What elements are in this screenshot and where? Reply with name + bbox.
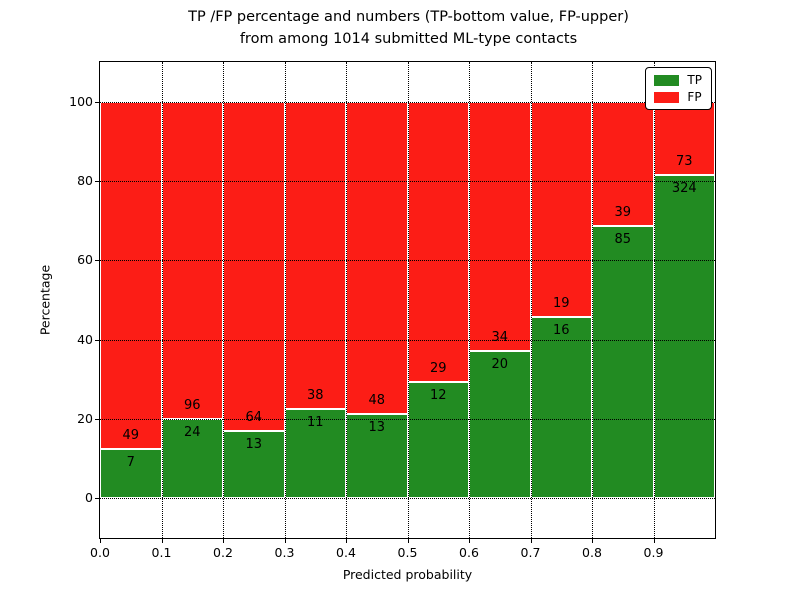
bar-label-fp: 38 <box>306 388 324 404</box>
bar-segment-tp <box>592 226 654 499</box>
gridline <box>223 62 224 538</box>
y-tick-label: 60 <box>77 252 93 268</box>
bar-label-tp: 11 <box>306 415 324 431</box>
bar-segment-tp <box>653 174 715 499</box>
bar-label-fp: 39 <box>614 205 632 221</box>
x-axis-label: Predicted probability <box>342 567 473 582</box>
x-tick-label: 0.5 <box>397 545 418 560</box>
gridline <box>100 101 715 103</box>
y-tick-label: 100 <box>69 93 93 109</box>
y-tick-mark <box>95 339 99 341</box>
gridline <box>100 260 715 262</box>
gridline <box>346 62 347 538</box>
bar-segment-fp <box>284 101 346 410</box>
bar-label-fp: 64 <box>245 410 263 426</box>
gridline <box>469 62 470 538</box>
bar-segment-fp <box>100 101 162 449</box>
bar-label-tp: 12 <box>429 388 447 404</box>
bar-label-tp: 7 <box>126 454 135 470</box>
gridline <box>592 62 593 538</box>
legend-label: FP <box>687 90 702 104</box>
bar-segment-fp <box>469 101 531 352</box>
gridline <box>100 498 715 500</box>
chart-title-line2: from among 1014 submitted ML-type contac… <box>239 30 578 47</box>
legend-swatch-tp <box>654 74 680 86</box>
bar-segment-tp <box>469 351 531 499</box>
bar-segment-tp <box>100 448 162 499</box>
y-tick-label: 80 <box>77 173 93 188</box>
x-tick-mark <box>592 539 593 543</box>
y-tick-label: 0 <box>85 490 93 506</box>
y-tick-mark <box>95 101 99 103</box>
bar-label-fp: 49 <box>122 427 140 443</box>
bar-label-tp: 85 <box>614 232 632 248</box>
x-tick-mark <box>407 539 409 543</box>
bar-label-tp: 16 <box>552 323 570 338</box>
gridline <box>100 339 715 341</box>
bar-segment-fp <box>530 101 592 317</box>
bar-label-tp: 24 <box>183 425 201 440</box>
y-axis-label: Percentage <box>37 264 53 336</box>
bar-segment-tp <box>223 431 285 499</box>
bar-segment-fp <box>223 101 285 432</box>
chart-title: TP /FP percentage and numbers (TP-bottom… <box>100 7 717 51</box>
gridline <box>100 419 715 420</box>
x-tick-label: 0.7 <box>520 545 541 560</box>
bar-label-tp: 20 <box>491 357 509 373</box>
bar-label-fp: 48 <box>368 392 386 408</box>
gridline <box>653 62 655 538</box>
plot-area: TP FP 49 7 96 24 64 13 38 11 48 13 29 12 34 20 19 16 39 85… <box>69 61 716 560</box>
bar-label-fp: 29 <box>429 361 447 377</box>
bar-segment-fp <box>346 101 408 414</box>
chart-title-line1: TP /FP percentage and numbers (TP-bottom… <box>188 9 629 25</box>
x-tick-label: 0.6 <box>459 545 479 560</box>
x-tick-mark <box>161 539 163 543</box>
gridline <box>407 62 409 538</box>
y-tick-label: 40 <box>77 331 93 347</box>
x-tick-label: 0.0 <box>90 545 110 560</box>
bar-label-tp: 13 <box>245 437 263 453</box>
x-tick-mark <box>100 539 101 543</box>
legend-swatch-fp <box>654 91 680 103</box>
x-tick-label: 0.3 <box>274 545 295 560</box>
bar-segment-tp <box>530 317 592 499</box>
gridline <box>161 62 163 538</box>
x-tick-mark <box>653 539 655 543</box>
bar-label-fp: 73 <box>675 153 693 169</box>
bar-label-tp: 13 <box>368 419 386 435</box>
bar-label-fp: 34 <box>491 330 509 346</box>
legend-entry: TP <box>654 74 702 86</box>
legend: TP FP <box>645 67 712 110</box>
x-tick-label: 0.1 <box>151 545 172 560</box>
y-tick-mark <box>95 498 99 500</box>
y-tick-label: 20 <box>77 411 93 426</box>
legend-entry: FP <box>654 91 702 103</box>
bar-segment-fp <box>161 101 223 419</box>
x-tick-mark <box>530 539 532 543</box>
bar-label-fp: 96 <box>183 398 201 413</box>
x-tick-label: 0.9 <box>643 545 664 560</box>
x-tick-mark <box>284 539 286 543</box>
y-tick-mark <box>95 260 99 262</box>
bar-segment-fp <box>653 101 715 175</box>
x-tick-mark <box>469 539 470 543</box>
x-tick-label: 0.8 <box>582 545 602 560</box>
legend-label: TP <box>687 73 702 87</box>
bar-label-fp: 19 <box>552 296 570 311</box>
bar-label-tp: 324 <box>671 180 697 196</box>
x-tick-mark <box>346 539 347 543</box>
x-tick-label: 0.4 <box>336 545 356 560</box>
y-tick-mark <box>95 181 99 182</box>
gridline <box>284 62 286 538</box>
gridline <box>530 62 532 538</box>
bar-segment-tp <box>407 382 469 499</box>
gridline <box>100 181 715 182</box>
y-tick-mark <box>95 419 99 420</box>
x-tick-label: 0.2 <box>213 545 233 560</box>
bar-segment-tp <box>346 413 408 499</box>
x-tick-mark <box>223 539 224 543</box>
